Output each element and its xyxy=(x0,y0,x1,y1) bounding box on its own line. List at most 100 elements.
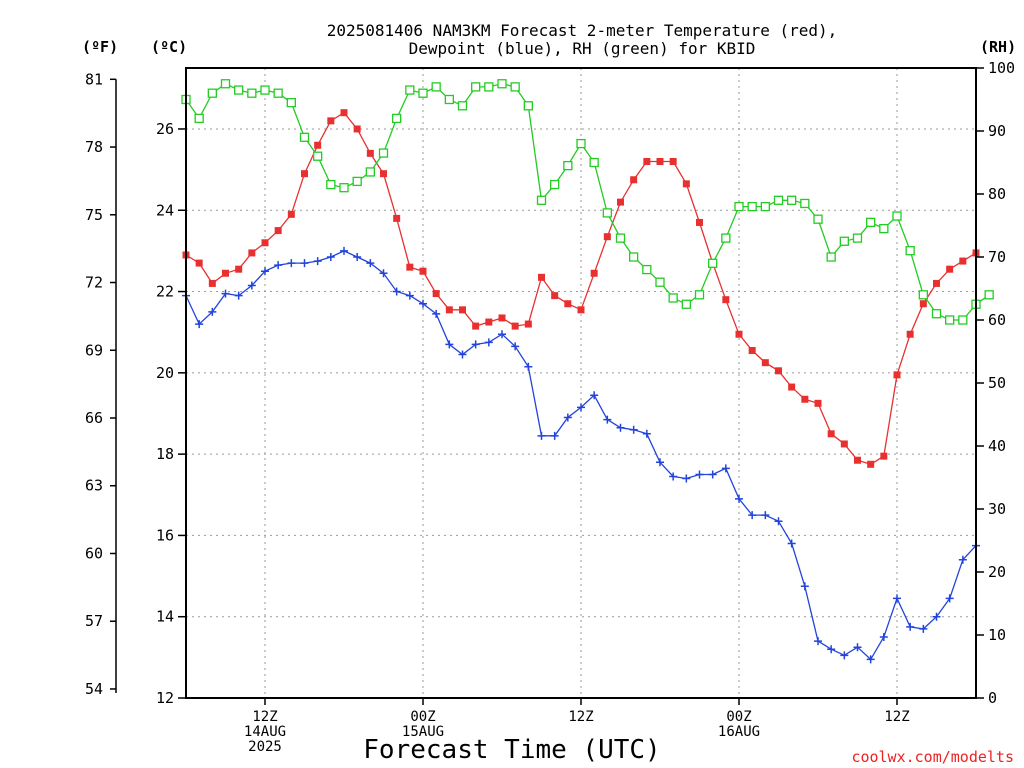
temperature-point xyxy=(590,269,598,277)
celsius-tick-label: 12 xyxy=(156,689,174,707)
temperature-point xyxy=(630,176,638,184)
temperature-point xyxy=(235,265,243,273)
dewpoint-point xyxy=(682,474,691,483)
rh-point xyxy=(352,176,362,187)
dewpoint-point xyxy=(221,289,230,298)
rh-point xyxy=(668,293,678,303)
chart-gridlines xyxy=(186,68,976,698)
rh-point xyxy=(471,82,481,92)
celsius-tick-label: 14 xyxy=(156,608,174,626)
dewpoint-point xyxy=(366,259,375,268)
temperature-point xyxy=(919,300,927,308)
temperature-point xyxy=(327,117,335,125)
rh-point xyxy=(918,290,928,300)
dewpoint-point xyxy=(853,643,862,652)
temperature-point xyxy=(301,170,308,178)
rh-point xyxy=(642,264,652,275)
rh-unit-label: (RH) xyxy=(980,38,1016,56)
temperature-point xyxy=(419,267,427,275)
dewpoint-point xyxy=(721,464,730,473)
rh-point xyxy=(484,82,494,92)
dewpoint-point xyxy=(550,431,559,440)
x-axis-title: Forecast Time (UTC) xyxy=(363,735,660,765)
rh-point xyxy=(339,183,349,193)
rh-point xyxy=(392,113,402,124)
rh-point xyxy=(945,315,955,325)
rh-point xyxy=(773,195,784,205)
dewpoint-point xyxy=(761,511,770,520)
dewpoint-point xyxy=(326,253,335,261)
x-tick-label: 2025 xyxy=(248,739,282,755)
rh-point xyxy=(247,88,257,98)
temperature-point xyxy=(248,249,256,257)
rh-tick-label: 0 xyxy=(988,689,997,707)
temperature-point xyxy=(538,273,545,281)
fahrenheit-tick-label: 66 xyxy=(85,409,103,427)
rh-tick-label: 100 xyxy=(988,59,1015,77)
rh-point xyxy=(721,233,731,243)
rh-point xyxy=(418,88,428,98)
temperature-point xyxy=(788,383,796,391)
dewpoint-point xyxy=(511,342,520,351)
rh-tick-label: 30 xyxy=(988,500,1006,518)
dewpoint-point xyxy=(629,425,638,434)
rh-point xyxy=(286,98,296,108)
dewpoint-point xyxy=(537,431,546,440)
rh-point xyxy=(194,113,204,124)
chart-title-line: Dewpoint (blue), RH (green) for KBID xyxy=(409,39,756,58)
rh-point xyxy=(931,309,942,319)
dewpoint-point xyxy=(590,391,599,400)
dewpoint-point xyxy=(893,594,901,603)
source-credit: coolwx.com/modelts xyxy=(851,748,1014,766)
temperature-point xyxy=(380,170,387,178)
rh-point xyxy=(457,101,468,111)
temperature-point xyxy=(577,306,585,314)
dewpoint-point xyxy=(195,320,204,329)
rh-point xyxy=(747,201,757,212)
dewpoint-point xyxy=(958,555,967,564)
temperature-point xyxy=(195,259,203,267)
rh-tick-label: 10 xyxy=(988,626,1006,644)
temperature-point xyxy=(222,269,229,277)
rh-point xyxy=(260,85,270,95)
temperature-point xyxy=(459,306,466,314)
series-dewpoint xyxy=(182,246,980,664)
rh-point xyxy=(681,299,691,309)
fahrenheit-unit-label: (ºF) xyxy=(82,38,118,56)
rh-point xyxy=(510,82,520,92)
temperature-point xyxy=(287,210,295,218)
dewpoint-point xyxy=(300,259,309,268)
temperature-point xyxy=(472,322,480,330)
rh-point xyxy=(365,167,375,177)
dewpoint-point xyxy=(353,253,362,261)
fahrenheit-tick-label: 69 xyxy=(85,341,103,359)
rh-tick-label: 20 xyxy=(988,563,1006,581)
rh-point xyxy=(813,214,823,224)
x-tick-label: 14AUG xyxy=(244,724,286,740)
temperature-point xyxy=(393,214,401,222)
dewpoint-point xyxy=(471,340,480,349)
dewpoint-point xyxy=(642,429,651,438)
temperature-point xyxy=(564,300,572,308)
temperature-point xyxy=(261,239,269,247)
rh-point xyxy=(273,88,283,98)
rh-point xyxy=(220,79,231,89)
rh-point xyxy=(299,132,310,142)
chart-title-line: 2025081406 NAM3KM Forecast 2-meter Tempe… xyxy=(327,21,838,40)
x-tick-label: 16AUG xyxy=(718,724,760,740)
rh-point xyxy=(234,85,244,95)
rh-point xyxy=(313,151,323,161)
rh-point xyxy=(497,79,507,89)
x-tick-label: 15AUG xyxy=(402,724,444,740)
celsius-tick-label: 16 xyxy=(156,526,174,544)
fahrenheit-tick-label: 54 xyxy=(85,680,103,698)
rh-point xyxy=(787,195,797,205)
dewpoint-point xyxy=(656,458,664,467)
temperature-point xyxy=(801,395,809,403)
rh-point xyxy=(629,252,639,262)
dewpoint-point xyxy=(498,330,506,339)
rh-point xyxy=(444,94,454,105)
temperature-point xyxy=(933,279,940,287)
temperature-point xyxy=(485,318,493,326)
